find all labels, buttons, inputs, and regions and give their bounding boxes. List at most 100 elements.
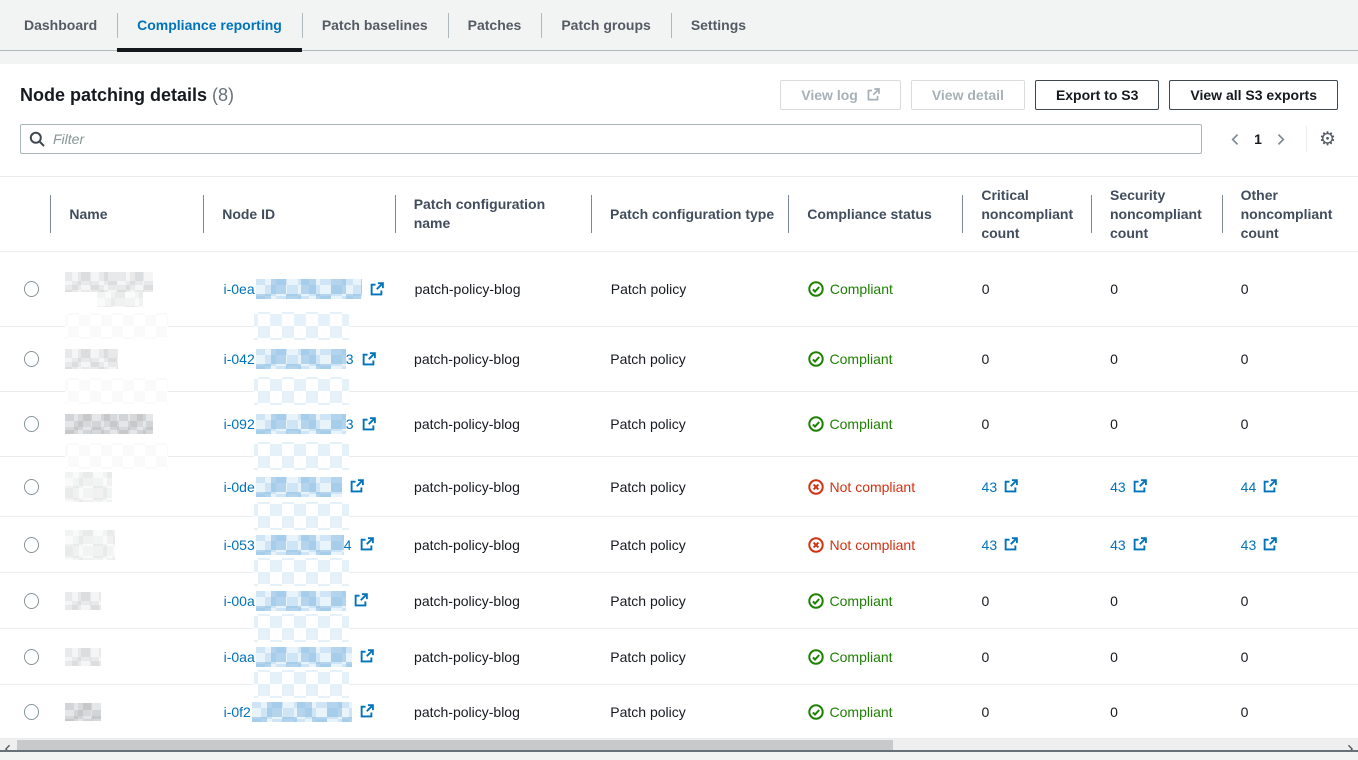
column-header-name[interactable]: Name <box>50 177 203 251</box>
patch-config-type-cell: Patch policy <box>591 457 788 516</box>
radio-button[interactable] <box>24 416 39 432</box>
radio-button[interactable] <box>24 281 39 297</box>
redacted-node-id <box>255 414 346 434</box>
chevron-right-icon <box>1274 133 1287 146</box>
name-cell <box>51 517 204 572</box>
view-log-button[interactable]: View log <box>780 80 901 110</box>
column-header-security-noncompliant-count[interactable]: Security noncompliant count <box>1091 177 1222 251</box>
tab-dashboard[interactable]: Dashboard <box>4 0 117 50</box>
column-header-critical-noncompliant-count[interactable]: Critical noncompliant count <box>962 177 1091 251</box>
column-header-label: Patch configuration name <box>413 196 546 231</box>
noncompliant-count-link[interactable]: 43 <box>1110 537 1147 553</box>
horizontal-scrollbar[interactable] <box>0 739 1358 750</box>
scrollbar-thumb[interactable] <box>17 740 893 750</box>
compliance-status: Compliant <box>808 281 893 297</box>
radio-button[interactable] <box>24 592 39 609</box>
radio-button[interactable] <box>24 648 39 665</box>
noncompliant-count-link[interactable]: 43 <box>1241 537 1278 553</box>
patch-config-type: Patch policy <box>610 648 686 665</box>
next-page-button[interactable] <box>1270 127 1292 151</box>
tab-patches[interactable]: Patches <box>447 0 542 50</box>
column-header-other-noncompliant-count[interactable]: Other noncompliant count <box>1222 177 1358 251</box>
other-count-cell: 0 <box>1222 573 1358 628</box>
column-header-patch-configuration-type[interactable]: Patch configuration type <box>591 177 788 251</box>
column-header-node-id[interactable]: Node ID <box>203 177 394 251</box>
external-link-icon <box>1003 479 1018 494</box>
tab-patch-groups[interactable]: Patch groups <box>541 0 670 50</box>
count-value: 0 <box>1240 648 1249 665</box>
noncompliant-count-link[interactable]: 43 <box>982 537 1019 553</box>
critical-count-cell: 0 <box>963 252 1092 326</box>
compliance-status: Compliant <box>808 649 893 665</box>
node-id-link[interactable]: i-0de <box>224 476 364 497</box>
column-header-label: Other noncompliant count <box>1240 186 1333 241</box>
table-row: i-0f2 patch-policy-blog Patch policy Compli… <box>0 685 1358 739</box>
node-id-link[interactable]: i-00a <box>224 590 368 611</box>
count-value: 43 <box>1110 478 1126 495</box>
radio-button[interactable] <box>24 478 39 495</box>
patch-config-name-cell: patch-policy-blog <box>395 457 591 516</box>
scroll-left-arrow[interactable] <box>0 739 16 750</box>
patch-config-type: Patch policy <box>610 703 686 720</box>
security-count-cell: 0 <box>1091 252 1221 326</box>
filter-input[interactable] <box>20 124 1203 154</box>
external-link-icon <box>349 479 364 494</box>
radio-button[interactable] <box>24 351 39 367</box>
radio-button[interactable] <box>24 536 39 553</box>
node-id-link[interactable]: i-053 4 <box>223 534 374 555</box>
node-id-link[interactable]: i-0ea <box>224 279 384 299</box>
select-cell <box>0 573 51 628</box>
patch-config-type: Patch policy <box>610 351 686 367</box>
table-body: i-0ea patch-policy-blog Patch policy Compli… <box>0 252 1358 739</box>
tab-compliance-reporting[interactable]: Compliance reporting <box>117 0 302 52</box>
redacted-node-id <box>255 349 346 369</box>
noncompliant-count-link[interactable]: 43 <box>1110 479 1147 495</box>
previous-page-button[interactable] <box>1224 127 1246 151</box>
status-compliant-icon <box>808 704 824 720</box>
frame-bottom-edge <box>0 750 1358 752</box>
noncompliant-count-link[interactable]: 43 <box>982 479 1019 495</box>
external-link-icon <box>359 649 374 664</box>
panel-header: Node patching details (8) View log View d… <box>0 64 1358 177</box>
external-link-icon <box>1262 537 1277 552</box>
redacted-node-id <box>255 279 362 299</box>
settings-gear-icon[interactable]: ⚙ <box>1318 128 1336 150</box>
result-count: (8) <box>212 85 235 105</box>
critical-count-cell: 43 <box>963 517 1092 572</box>
node-id-prefix: i-053 <box>223 536 255 553</box>
column-header-compliance-status[interactable]: Compliance status <box>788 177 962 251</box>
view-detail-button[interactable]: View detail <box>910 80 1025 110</box>
column-header-patch-configuration-name[interactable]: Patch configuration name <box>395 177 591 251</box>
security-count-cell: 43 <box>1091 457 1222 516</box>
patch-config-type-cell: Patch policy <box>591 517 788 572</box>
redacted-name <box>65 471 112 502</box>
patch-config-type-cell: Patch policy <box>591 629 788 684</box>
export-to-s3-button[interactable]: Export to S3 <box>1034 80 1160 110</box>
select-cell <box>0 327 51 391</box>
node-id-link[interactable]: i-0f2 <box>224 701 374 722</box>
radio-button[interactable] <box>24 703 39 720</box>
tab-settings[interactable]: Settings <box>670 0 766 50</box>
patch-config-type: Patch policy <box>610 416 686 432</box>
patch-config-name: patch-policy-blog <box>414 416 520 432</box>
node-id-prefix: i-042 <box>223 351 255 367</box>
noncompliant-count-link[interactable]: 44 <box>1241 479 1278 495</box>
view-all-s3-exports-button[interactable]: View all S3 exports <box>1169 80 1338 110</box>
count-value: 0 <box>1240 416 1249 432</box>
critical-count-cell: 0 <box>963 629 1092 684</box>
patch-config-name: patch-policy-blog <box>414 648 520 665</box>
scroll-right-arrow[interactable] <box>1342 739 1358 750</box>
status-compliant-icon <box>808 416 824 432</box>
node-id-link[interactable]: i-0aa <box>224 646 374 667</box>
patch-config-type: Patch policy <box>610 536 686 553</box>
count-value: 43 <box>1240 536 1257 553</box>
node-id-link[interactable]: i-042 3 <box>224 349 376 369</box>
node-id-link[interactable]: i-092 3 <box>224 414 376 434</box>
tab-patch-baselines[interactable]: Patch baselines <box>301 0 448 50</box>
pagination-divider <box>1305 126 1307 152</box>
count-value: 0 <box>1240 703 1249 720</box>
redacted-block <box>65 349 118 369</box>
status-not-compliant-icon <box>808 537 824 553</box>
compliance-status-cell: Compliant <box>789 327 963 391</box>
count-value: 0 <box>1110 648 1118 665</box>
